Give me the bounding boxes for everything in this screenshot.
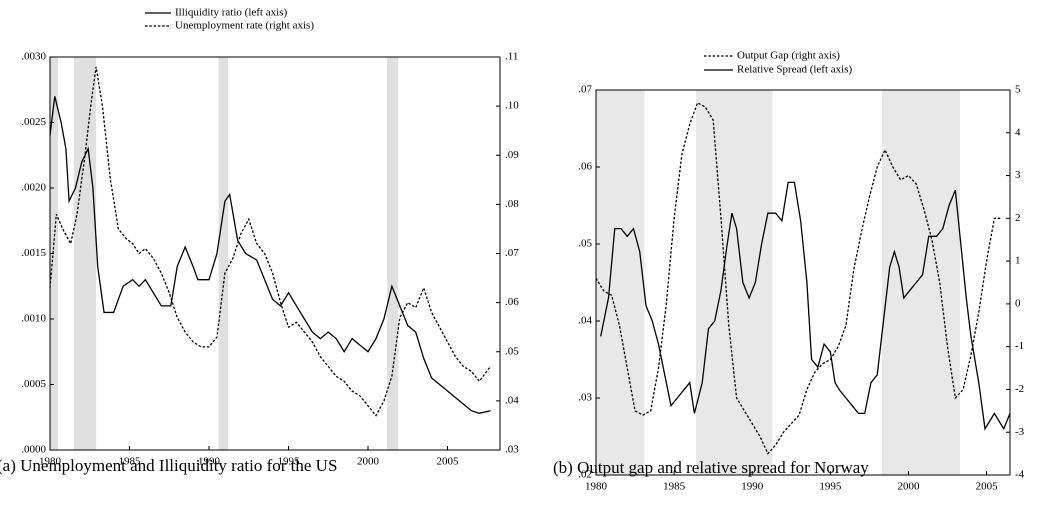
legend-label: Relative Spread (left axis) (737, 64, 852, 76)
shaded-period (73, 57, 97, 450)
x-tick-label: 2000 (357, 456, 380, 468)
x-tick-label: 1995 (819, 481, 842, 493)
y2-tick-label: .08 (505, 198, 519, 210)
y2-tick-label: 3 (1015, 169, 1021, 181)
y-tick-label: .0015 (21, 247, 46, 259)
y-tick-label: .0025 (21, 116, 46, 128)
caption: (b) Output gap and relative spread for N… (553, 458, 869, 477)
y2-tick-label: -1 (1015, 340, 1024, 352)
caption: (a) Unemployment and Illiquidity ratio f… (0, 456, 337, 475)
y2-tick-label: .03 (505, 444, 519, 456)
series-line (600, 181, 1011, 431)
y-tick-label: .0010 (21, 313, 46, 325)
series-line (49, 96, 491, 414)
shaded-period (881, 90, 961, 475)
shaded-period (387, 57, 399, 450)
y-tick-label: .0020 (21, 182, 46, 194)
legend-label: Unemployment rate (right axis) (175, 20, 314, 32)
legend-label: Output Gap (right axis) (737, 50, 840, 62)
y2-tick-label: .09 (505, 149, 519, 161)
y2-tick-label: -3 (1015, 426, 1025, 438)
plot-frame (595, 89, 1011, 476)
y2-tick-label: .07 (505, 247, 519, 259)
x-tick-label: 1980 (39, 456, 62, 468)
y2-tick-label: .04 (505, 394, 519, 406)
series-line (49, 66, 491, 417)
y2-tick-label: 1 (1015, 255, 1021, 267)
x-tick-label: 1990 (741, 481, 764, 493)
y2-tick-label: -2 (1015, 383, 1024, 395)
y-tick-label: .06 (578, 161, 592, 173)
shaded-period (596, 90, 645, 475)
y2-tick-label: 4 (1015, 126, 1021, 138)
legend-label: Illiquidity ratio (left axis) (175, 7, 287, 19)
x-tick-label: 1995 (278, 456, 301, 468)
plot-frame (49, 56, 501, 451)
series-line (595, 101, 1001, 455)
x-tick-label: 1985 (119, 456, 142, 468)
y2-tick-label: 0 (1015, 297, 1021, 309)
y-tick-label: .07 (578, 84, 592, 96)
y-tick-label: .0005 (21, 378, 46, 390)
y2-tick-label: .05 (505, 345, 519, 357)
y2-tick-label: .06 (505, 296, 519, 308)
x-tick-label: 2005 (437, 456, 460, 468)
y-tick-label: .0030 (21, 51, 46, 63)
x-tick-label: 2000 (897, 481, 920, 493)
y-tick-label: .0000 (21, 444, 46, 456)
shaded-period (218, 57, 229, 450)
y-tick-label: .03 (578, 392, 592, 404)
x-tick-label: 1980 (585, 481, 608, 493)
y-tick-label: .04 (578, 315, 592, 327)
y2-tick-label: 2 (1015, 212, 1021, 224)
x-tick-label: 2005 (976, 481, 999, 493)
shaded-period (695, 90, 773, 475)
y2-tick-label: 5 (1015, 84, 1021, 96)
x-tick-label: 1990 (198, 456, 221, 468)
y-tick-label: .05 (578, 238, 592, 250)
y-tick-label: .02 (578, 469, 592, 481)
y2-tick-label: .11 (505, 51, 518, 63)
x-tick-label: 1985 (663, 481, 686, 493)
y2-tick-label: .10 (505, 100, 519, 112)
y2-tick-label: -4 (1015, 469, 1025, 481)
